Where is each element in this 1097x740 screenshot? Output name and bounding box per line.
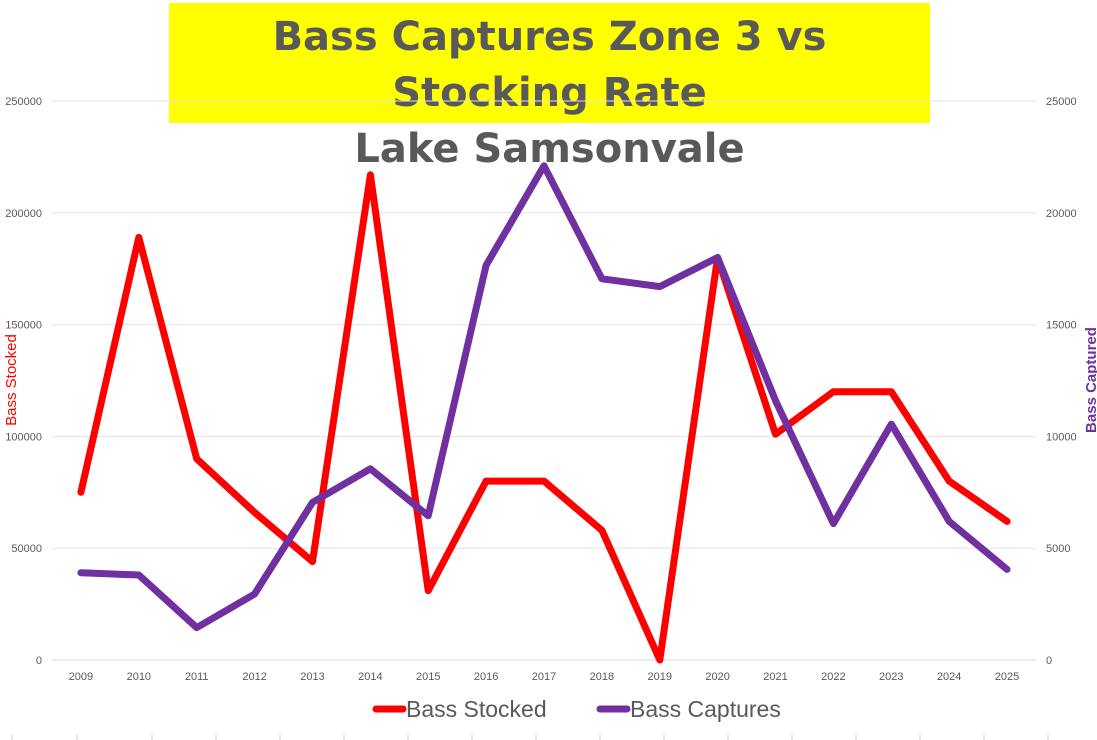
chart-title-line-1: Bass Captures Zone 3 vs Stocking Rate	[272, 14, 827, 116]
x-tick-label: 2018	[590, 671, 614, 683]
x-tick-label: 2017	[532, 671, 556, 683]
x-tick-label: 2015	[416, 671, 440, 683]
left-tick-label: 200000	[5, 208, 42, 220]
x-tick-label: 2012	[242, 671, 266, 683]
series-line-bass-captures	[77, 162, 1011, 632]
bottom-edge-marks	[11, 734, 1049, 740]
right-axis-title: Bass Captured	[1083, 327, 1097, 433]
right-tick-label: 15000	[1046, 320, 1077, 332]
series-lines	[77, 162, 1011, 664]
left-tick-label: 250000	[5, 96, 42, 108]
right-tick-label: 5000	[1046, 543, 1070, 555]
chart-title-line-2: Lake Samsonvale	[354, 126, 745, 172]
right-tick-label: 0	[1046, 655, 1052, 667]
left-axis-title: Bass Stocked	[3, 334, 20, 426]
x-tick-label: 2024	[937, 671, 961, 683]
x-tick-label: 2021	[763, 671, 787, 683]
legend-label: Bass Captures	[630, 696, 781, 722]
legend: Bass Stocked Bass Captures	[372, 696, 781, 722]
x-tick-label: 2009	[69, 671, 93, 683]
left-tick-label: 0	[36, 655, 42, 667]
x-tick-label: 2013	[300, 671, 324, 683]
x-tick-label: 2014	[358, 671, 382, 683]
right-tick-label: 10000	[1046, 431, 1077, 443]
legend-label: Bass Stocked	[406, 696, 547, 722]
x-axis-ticks: 2009 2010 2011 2012 2013 2014 2015 2016 2017 2018…	[69, 671, 1020, 683]
x-tick-label: 2010	[127, 671, 151, 683]
right-tick-label: 25000	[1046, 96, 1077, 108]
chart-title-box: Bass Captures Zone 3 vs Stocking Rate La…	[169, 3, 930, 172]
left-tick-label: 50000	[11, 543, 42, 555]
right-tick-label: 20000	[1046, 208, 1077, 220]
x-tick-label: 2025	[995, 671, 1019, 683]
x-tick-label: 2019	[648, 671, 672, 683]
x-tick-label: 2023	[879, 671, 903, 683]
series-line-bass-stocked	[77, 171, 1011, 664]
x-tick-label: 2022	[821, 671, 845, 683]
x-tick-label: 2016	[474, 671, 498, 683]
x-tick-label: 2020	[705, 671, 729, 683]
left-tick-label: 150000	[5, 320, 42, 332]
right-axis-ticks: 0 5000 10000 15000 20000 25000	[1046, 96, 1077, 667]
x-tick-label: 2011	[185, 671, 209, 683]
left-axis-ticks: 0 50000 100000 150000 200000 250000	[5, 96, 42, 667]
gridlines	[52, 100, 1036, 661]
left-tick-label: 100000	[5, 431, 42, 443]
